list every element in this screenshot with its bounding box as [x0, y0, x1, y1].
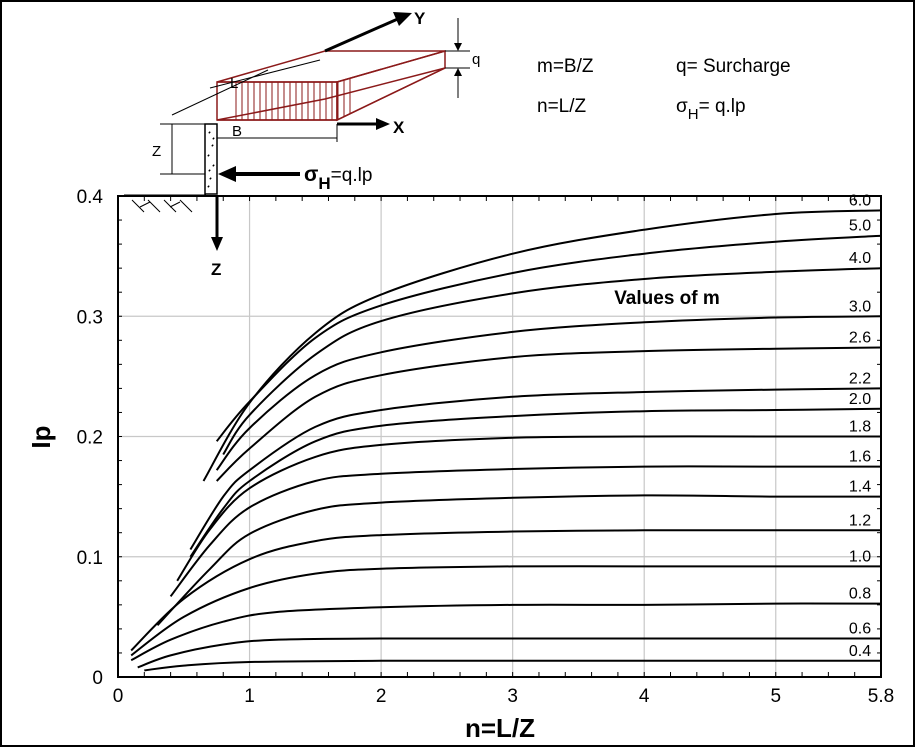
curve-m-1.4: [156, 494, 882, 626]
definition-sigma-formula: = q.lp: [699, 96, 746, 117]
x-tick-label: 2: [376, 686, 387, 707]
curve-label-m: 5.0: [849, 218, 871, 235]
curve-label-m: 1.2: [849, 512, 871, 529]
curve-label-m: 1.0: [849, 548, 871, 565]
stress-formula: =q.lp: [331, 165, 373, 186]
q-arrow-up-icon: [454, 68, 462, 76]
q-arrow-icon: [454, 43, 462, 51]
curve-group-label: Values of m: [614, 288, 720, 309]
x-tick-label: 4: [639, 686, 650, 707]
curve-label-m: 0.4: [849, 643, 871, 660]
sketch-b-label: B: [232, 123, 242, 140]
curve-m-1.6: [169, 465, 881, 598]
curve-label-m: 0.6: [849, 621, 871, 638]
y-tick-label: 0: [92, 668, 103, 689]
curve-label-m: 1.6: [849, 449, 871, 466]
curve-label-m: 2.2: [849, 370, 871, 387]
wall-texture: [207, 131, 215, 188]
surcharge-sketch: Y X Z q L B Z σH=q.lp: [124, 9, 480, 279]
curves: [130, 209, 882, 672]
curve-m-2.6: [215, 346, 882, 482]
y-arrowhead-icon: [393, 12, 412, 26]
curve-labels: 0.4 0.6 0.8 1.0 1.2 1.4 1.6 1.8 2.0 2.2 2.6 3.0 4.0 5…: [849, 192, 871, 659]
definition-sigma-symbol: σ: [676, 96, 688, 117]
sketch-l-label: L: [230, 75, 238, 92]
curve-label-m: 4.0: [849, 250, 871, 267]
definition-q: q= Surcharge: [676, 56, 791, 77]
sketch-z-label: Z: [211, 260, 221, 279]
curve-label-m: 2.6: [849, 330, 871, 347]
x-tick-label: 0: [113, 686, 124, 707]
stress-sigma-symbol: σ: [304, 163, 318, 186]
definition-m: m=B/Z: [537, 56, 594, 77]
curve-m-0.6: [137, 637, 881, 669]
stress-sigma-subscript: H: [318, 174, 330, 193]
x-tick-label: 1: [244, 686, 255, 707]
y-tick-label: 0.4: [77, 187, 104, 208]
curve-label-m: 1.8: [849, 419, 871, 436]
curve-label-m: 2.0: [849, 391, 871, 408]
curve-m-1.2: [130, 529, 881, 652]
curve-m-4.0: [222, 267, 882, 456]
x-tick-label: 5.8: [868, 686, 894, 707]
curve-m-0.8: [130, 602, 882, 662]
sketch-y-label: Y: [414, 9, 426, 28]
curve-m-5.0: [215, 234, 882, 442]
y-axis-title: Ip: [26, 425, 56, 448]
definition-n: n=L/Z: [537, 96, 587, 117]
curve-m-1.8: [176, 435, 881, 582]
curve-label-m: 1.4: [849, 479, 871, 496]
axis-ticks: 0 1 2 3 4 5 5.8 0 0.1 0.2 0.3 0.4: [77, 187, 895, 707]
definition-sigma: σH= q.lp: [676, 96, 746, 123]
y-axis-arrow: [324, 16, 401, 53]
surcharge-hatch: [235, 78, 351, 120]
y-tick-label: 0.1: [77, 548, 103, 569]
curve-label-m: 3.0: [849, 298, 871, 315]
curve-m-2.0: [189, 407, 882, 558]
curve-label-m: 6.0: [849, 192, 871, 209]
retaining-wall: [204, 123, 218, 195]
curve-m-0.4: [144, 659, 881, 672]
sketch-q-label: q: [472, 51, 480, 68]
curve-m-2.2: [189, 387, 882, 551]
x-tick-label: 5: [770, 686, 781, 707]
curve-m-1.0: [130, 565, 881, 657]
curve-m-3.0: [215, 315, 882, 471]
x-arrowhead-icon: [376, 118, 390, 130]
x-axis-title: n=L/Z: [465, 713, 535, 743]
sketch-stress-label: σH=q.lp: [304, 163, 372, 193]
definition-sigma-subscript: H: [688, 106, 699, 123]
z-arrowhead-icon: [211, 237, 223, 251]
curve-label-m: 0.8: [849, 586, 871, 603]
x-tick-label: 3: [507, 686, 518, 707]
y-tick-label: 0.2: [77, 428, 103, 449]
curve-m-6.0: [202, 209, 882, 482]
y-tick-label: 0.3: [77, 307, 103, 328]
sketch-z-dim-label: Z: [152, 143, 161, 160]
ground-hatch: [131, 199, 193, 213]
sketch-x-label: X: [393, 118, 405, 137]
stress-arrowhead-icon: [218, 166, 236, 182]
